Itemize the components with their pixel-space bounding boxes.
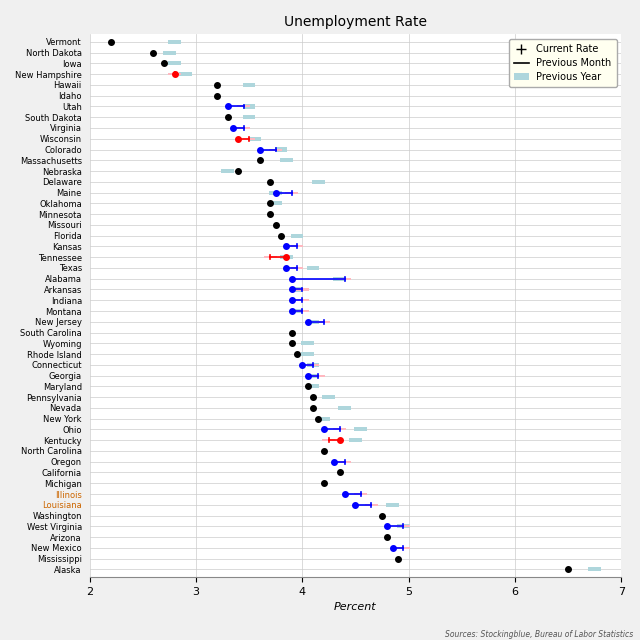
FancyBboxPatch shape [296, 310, 308, 312]
FancyBboxPatch shape [243, 104, 255, 109]
Title: Unemployment Rate: Unemployment Rate [284, 15, 427, 29]
FancyBboxPatch shape [264, 256, 276, 258]
Legend: Current Rate, Previous Month, Previous Year: Current Rate, Previous Month, Previous Y… [509, 39, 616, 86]
FancyBboxPatch shape [365, 504, 378, 506]
FancyBboxPatch shape [243, 83, 255, 87]
FancyBboxPatch shape [339, 406, 351, 410]
FancyBboxPatch shape [168, 40, 181, 44]
X-axis label: Percent: Percent [334, 602, 377, 612]
FancyBboxPatch shape [588, 567, 601, 572]
FancyBboxPatch shape [333, 276, 346, 281]
FancyBboxPatch shape [317, 321, 330, 323]
FancyBboxPatch shape [387, 503, 399, 507]
FancyBboxPatch shape [301, 341, 314, 346]
FancyBboxPatch shape [243, 138, 255, 140]
FancyBboxPatch shape [269, 148, 282, 150]
FancyBboxPatch shape [349, 438, 362, 442]
FancyBboxPatch shape [275, 147, 287, 152]
FancyBboxPatch shape [296, 289, 308, 291]
FancyBboxPatch shape [291, 267, 303, 269]
FancyBboxPatch shape [269, 202, 282, 205]
FancyBboxPatch shape [248, 137, 260, 141]
FancyBboxPatch shape [243, 115, 255, 119]
Text: Sources: Stockingblue, Bureau of Labor Statistics: Sources: Stockingblue, Bureau of Labor S… [445, 630, 634, 639]
FancyBboxPatch shape [291, 309, 303, 313]
FancyBboxPatch shape [312, 180, 324, 184]
FancyBboxPatch shape [291, 245, 303, 248]
FancyBboxPatch shape [323, 439, 335, 441]
FancyBboxPatch shape [333, 428, 346, 431]
FancyBboxPatch shape [397, 524, 410, 529]
FancyBboxPatch shape [163, 51, 176, 54]
FancyBboxPatch shape [168, 73, 181, 75]
FancyBboxPatch shape [307, 320, 319, 324]
FancyBboxPatch shape [397, 525, 410, 527]
FancyBboxPatch shape [168, 61, 181, 65]
FancyBboxPatch shape [285, 191, 298, 194]
FancyBboxPatch shape [312, 374, 324, 376]
FancyBboxPatch shape [280, 158, 292, 163]
FancyBboxPatch shape [307, 374, 319, 378]
FancyBboxPatch shape [323, 395, 335, 399]
FancyBboxPatch shape [307, 385, 319, 388]
FancyBboxPatch shape [317, 417, 330, 420]
FancyBboxPatch shape [301, 352, 314, 356]
FancyBboxPatch shape [397, 547, 410, 549]
FancyBboxPatch shape [291, 234, 303, 237]
FancyBboxPatch shape [307, 266, 319, 270]
FancyBboxPatch shape [237, 127, 250, 129]
FancyBboxPatch shape [355, 428, 367, 431]
FancyBboxPatch shape [280, 255, 292, 259]
FancyBboxPatch shape [307, 363, 319, 367]
FancyBboxPatch shape [339, 461, 351, 463]
FancyBboxPatch shape [291, 287, 303, 292]
FancyBboxPatch shape [237, 106, 250, 108]
FancyBboxPatch shape [221, 169, 234, 173]
FancyBboxPatch shape [339, 278, 351, 280]
FancyBboxPatch shape [355, 493, 367, 495]
FancyBboxPatch shape [269, 191, 282, 195]
FancyBboxPatch shape [179, 72, 191, 76]
FancyBboxPatch shape [296, 300, 308, 301]
FancyBboxPatch shape [307, 364, 319, 366]
